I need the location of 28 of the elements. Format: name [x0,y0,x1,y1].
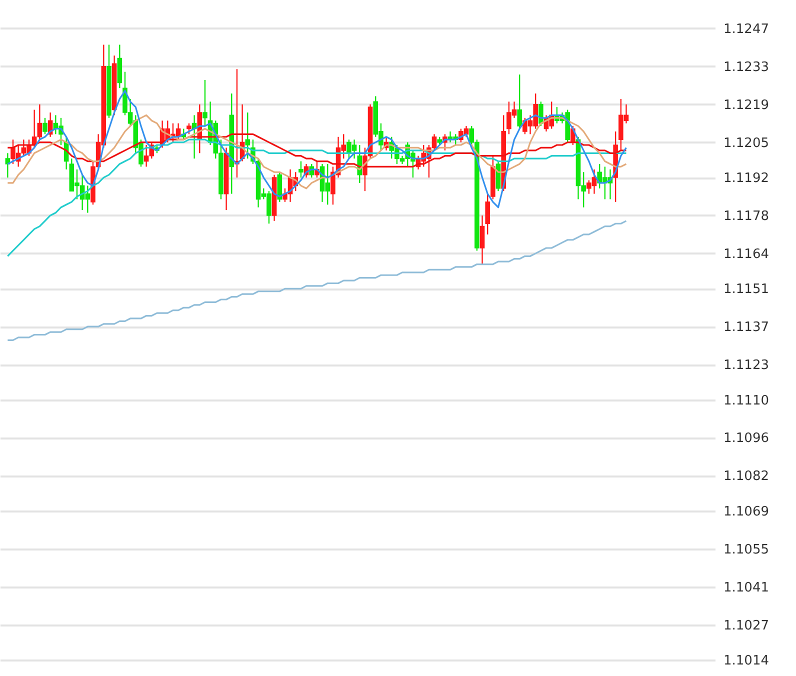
y-tick-label: 1.1151 [724,282,769,298]
y-tick-label: 1.1233 [724,60,769,75]
y-tick-label: 1.1192 [724,171,769,186]
y-tick-label: 1.1096 [724,431,769,446]
y-tick-label: 1.1219 [724,98,769,113]
candlestick [186,122,192,135]
y-tick-label: 1.1164 [724,246,769,262]
y-tick-label: 1.1137 [724,320,769,336]
candlestick [485,193,490,236]
y-tick-label: 1.1123 [724,358,769,374]
y-tick-label: 1.1082 [724,469,769,484]
candlestick [480,214,485,265]
line-series [6,90,628,208]
y-tick-label: 1.1110 [724,393,769,408]
y-tick-label: 1.1069 [724,504,769,520]
candlestick [42,117,48,135]
candlestick [202,79,208,127]
line-series [6,220,628,341]
y-tick-label: 1.1027 [724,618,769,634]
y-tick-label: 1.1014 [724,654,769,668]
y-tick-label: 1.1055 [724,542,769,558]
candlestick [298,160,304,178]
y-tick-label: 1.1178 [724,208,769,224]
y-tick-label: 1.1041 [724,580,769,596]
candlestick [517,74,522,130]
candlestick [245,112,250,160]
y-tick-label: 1.1247 [724,22,769,37]
y-tick-label: 1.1205 [724,136,769,151]
